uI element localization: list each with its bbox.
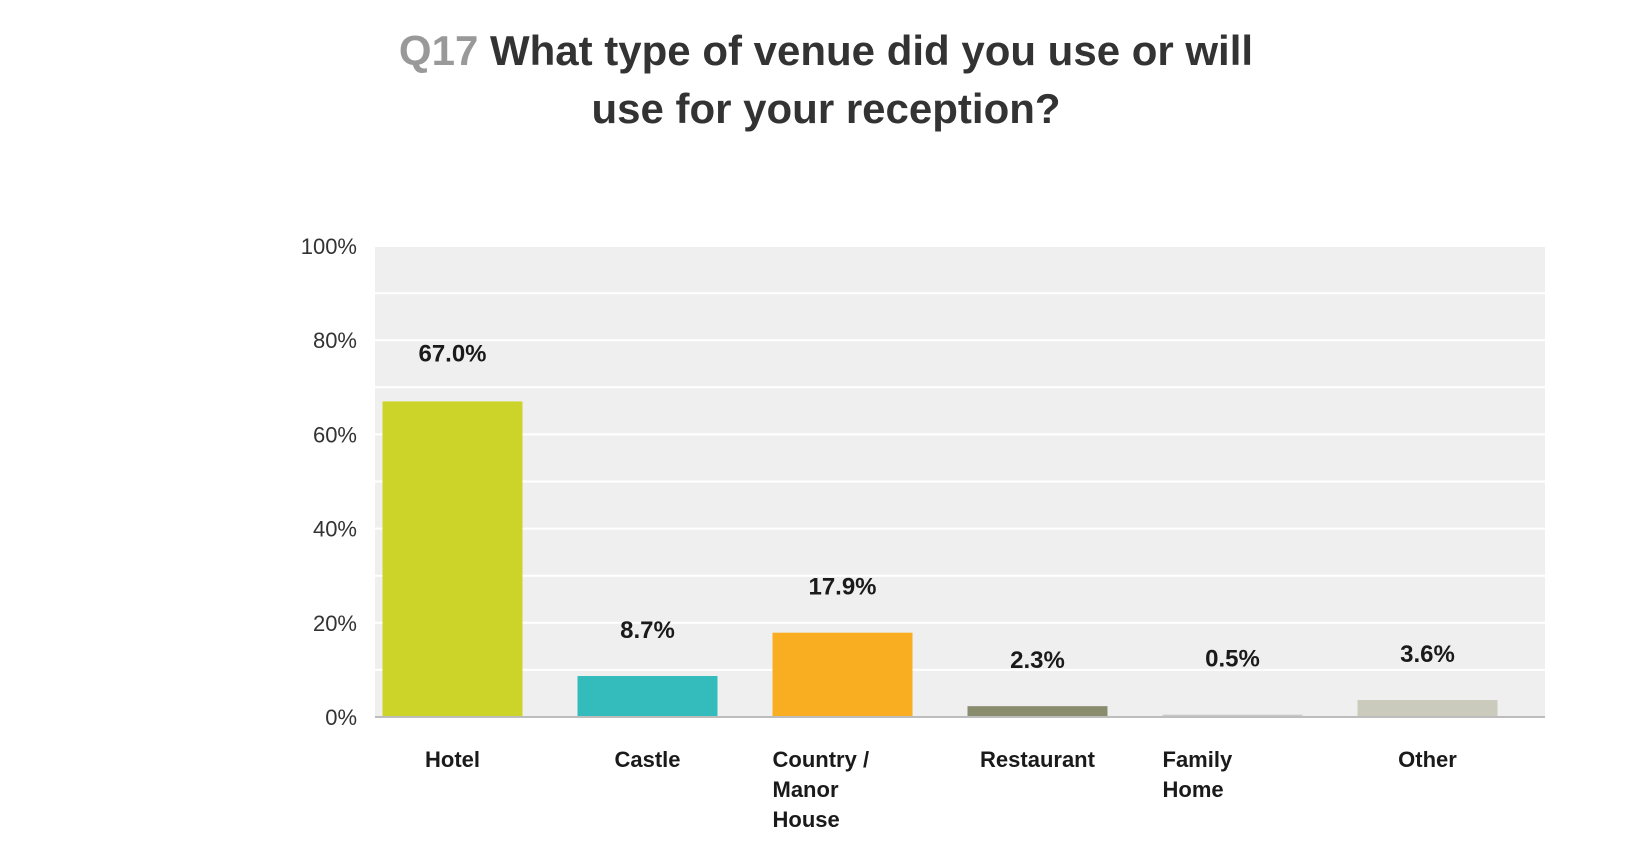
y-tick-label: 100% bbox=[301, 234, 357, 259]
title-line-1: What type of venue did you use or will bbox=[489, 27, 1254, 74]
bar bbox=[967, 706, 1108, 717]
x-axis-labels: Hotel Castle Country / Manor House Restaurant… bbox=[425, 747, 1457, 832]
y-tick-label: 40% bbox=[313, 517, 357, 542]
bars bbox=[382, 401, 1498, 717]
bar bbox=[1162, 714, 1303, 717]
x-tick-label: Other bbox=[1398, 747, 1457, 772]
data-labels: 67.0% 8.7% 17.9% 2.3% 0.5% 3.6% bbox=[418, 340, 1454, 674]
bar bbox=[1357, 700, 1498, 717]
data-label: 3.6% bbox=[1400, 641, 1455, 668]
x-tick-label: Family Home bbox=[1163, 747, 1233, 802]
y-tick-label: 60% bbox=[313, 422, 357, 447]
y-tick-label: 80% bbox=[313, 328, 357, 353]
x-tick-label: Hotel bbox=[425, 747, 480, 772]
data-label: 17.9% bbox=[808, 574, 876, 601]
data-label: 0.5% bbox=[1205, 646, 1260, 673]
y-tick-label: 0% bbox=[325, 705, 357, 730]
title-line-2: use for your reception? bbox=[591, 85, 1061, 132]
data-label: 2.3% bbox=[1010, 647, 1065, 674]
bar bbox=[772, 632, 913, 717]
y-axis-ticks: 0% 20% 40% 60% 80% 100% bbox=[301, 234, 357, 730]
data-label: 67.0% bbox=[418, 340, 486, 367]
title-question-number: Q17 bbox=[398, 27, 479, 74]
data-label: 8.7% bbox=[620, 617, 675, 644]
y-tick-label: 20% bbox=[313, 611, 357, 636]
bar bbox=[577, 676, 718, 717]
bar bbox=[382, 401, 523, 717]
gridlines bbox=[375, 245, 1545, 671]
chart-title: Q17 What type of venue did you use or wi… bbox=[0, 22, 1652, 138]
x-tick-label: Restaurant bbox=[980, 747, 1096, 772]
x-tick-label: Country / Manor House bbox=[773, 747, 870, 832]
x-tick-label: Castle bbox=[614, 747, 680, 772]
